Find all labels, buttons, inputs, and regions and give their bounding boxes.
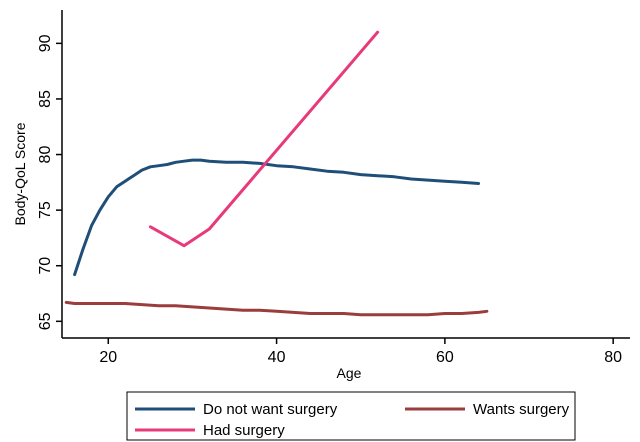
series-line-wants-surgery: [64, 300, 489, 317]
y-tick-label: 65: [37, 312, 54, 330]
x-axis-title: Age: [337, 365, 362, 381]
plot-area: [64, 30, 489, 317]
legend-label-had-surgery: Had surgery: [203, 422, 285, 439]
x-tick-label: 80: [604, 349, 622, 366]
x-tick-label: 60: [436, 349, 454, 366]
y-ticks: 65 70 75 80 85 90: [37, 34, 62, 330]
x-tick-label: 20: [99, 349, 117, 366]
legend-box: [126, 391, 576, 441]
y-tick-label: 80: [37, 146, 54, 164]
y-tick-label: 85: [37, 90, 54, 108]
y-axis-title: Body-QoL Score: [12, 122, 28, 225]
x-tick-label: 40: [268, 349, 286, 366]
y-tick-label: 75: [37, 201, 54, 219]
y-tick-label: 70: [37, 257, 54, 275]
x-ticks: 20 40 60 80: [99, 338, 622, 366]
legend: Do not want surgery Wants surgery Had surg…: [126, 391, 576, 441]
axes: [61, 10, 630, 339]
y-tick-label: 90: [37, 34, 54, 52]
legend-label-wants-surgery: Wants surgery: [473, 401, 570, 418]
legend-label-do-not-want-surgery: Do not want surgery: [203, 401, 338, 418]
series-line-do-not-want-surgery: [73, 158, 480, 277]
series-line-had-surgery: [148, 30, 380, 248]
